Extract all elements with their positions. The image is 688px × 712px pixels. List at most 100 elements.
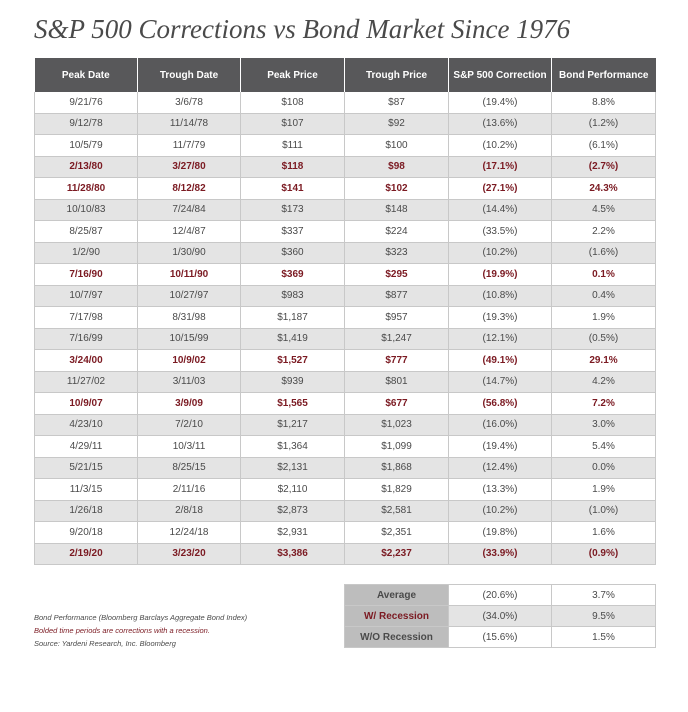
summary-table: Average (20.6%) 3.7% W/ Recession (34.0%) 9.5… <box>344 584 656 648</box>
summary-row: W/O Recession (15.6%) 1.5% <box>344 626 656 648</box>
cell-peak-price: $118 <box>240 156 345 178</box>
cell-trough-date: 10/3/11 <box>137 435 241 458</box>
cell-trough-date: 8/12/82 <box>137 177 241 200</box>
column-header-peak-date: Peak Date <box>34 58 138 92</box>
cell-sp500-correction: (19.9%) <box>448 263 552 286</box>
cell-bond-performance: 2.2% <box>551 220 656 243</box>
cell-peak-date: 9/12/78 <box>34 113 138 135</box>
cell-peak-date: 7/16/99 <box>34 328 138 350</box>
table-row: 3/24/00 10/9/02 $1,527 $777 (49.1%) 29.1% <box>34 349 656 372</box>
cell-peak-date: 1/2/90 <box>34 242 138 264</box>
cell-peak-price: $1,217 <box>240 414 345 436</box>
cell-trough-price: $1,868 <box>344 457 449 479</box>
cell-trough-price: $98 <box>344 156 449 178</box>
cell-peak-date: 9/20/18 <box>34 521 138 544</box>
cell-sp500-correction: (27.1%) <box>448 177 552 200</box>
table-row: 10/5/79 11/7/79 $111 $100 (10.2%) (6.1%) <box>34 134 656 157</box>
cell-trough-date: 12/24/18 <box>137 521 241 544</box>
cell-peak-price: $2,931 <box>240 521 345 544</box>
cell-trough-date: 10/11/90 <box>137 263 241 286</box>
cell-bond-performance: (1.6%) <box>551 242 656 264</box>
summary-label: Average <box>344 584 449 606</box>
cell-peak-date: 10/9/07 <box>34 392 138 415</box>
cell-sp500-correction: (17.1%) <box>448 156 552 178</box>
cell-bond-performance: 29.1% <box>551 349 656 372</box>
cell-bond-performance: 24.3% <box>551 177 656 200</box>
cell-trough-price: $2,351 <box>344 521 449 544</box>
cell-trough-price: $2,237 <box>344 543 449 565</box>
cell-bond-performance: (1.2%) <box>551 113 656 135</box>
table-row: 11/27/02 3/11/03 $939 $801 (14.7%) 4.2% <box>34 371 656 393</box>
summary-bond: 3.7% <box>551 584 656 606</box>
table-row: 10/10/83 7/24/84 $173 $148 (14.4%) 4.5% <box>34 199 656 221</box>
cell-trough-price: $1,023 <box>344 414 449 436</box>
cell-peak-date: 7/17/98 <box>34 306 138 329</box>
summary-label: W/O Recession <box>344 626 449 648</box>
cell-trough-date: 3/6/78 <box>137 92 241 114</box>
cell-trough-date: 3/9/09 <box>137 392 241 415</box>
footnote: Bond Performance (Bloomberg Barclays Agg… <box>34 613 248 622</box>
column-header-peak-price: Peak Price <box>240 58 345 92</box>
cell-trough-date: 2/11/16 <box>137 478 241 501</box>
cell-trough-date: 10/15/99 <box>137 328 241 350</box>
cell-trough-price: $677 <box>344 392 449 415</box>
table-row: 1/26/18 2/8/18 $2,873 $2,581 (10.2%) (1.0%) <box>34 500 656 522</box>
cell-sp500-correction: (13.3%) <box>448 478 552 501</box>
table-row: 7/16/90 10/11/90 $369 $295 (19.9%) 0.1% <box>34 263 656 286</box>
cell-trough-price: $877 <box>344 285 449 307</box>
footnotes: Bond Performance (Bloomberg Barclays Agg… <box>34 611 247 650</box>
cell-peak-price: $2,873 <box>240 500 345 522</box>
cell-trough-date: 10/27/97 <box>137 285 241 307</box>
cell-peak-price: $983 <box>240 285 345 307</box>
cell-bond-performance: (1.0%) <box>551 500 656 522</box>
cell-bond-performance: 4.2% <box>551 371 656 393</box>
page-title: S&P 500 Corrections vs Bond Market Since… <box>34 14 571 44</box>
cell-trough-price: $777 <box>344 349 449 372</box>
cell-bond-performance: (0.5%) <box>551 328 656 350</box>
cell-peak-date: 8/25/87 <box>34 220 138 243</box>
table-row: 8/25/87 12/4/87 $337 $224 (33.5%) 2.2% <box>34 220 656 243</box>
cell-trough-price: $1,247 <box>344 328 449 350</box>
cell-bond-performance: (6.1%) <box>551 134 656 157</box>
table-row: 4/29/11 10/3/11 $1,364 $1,099 (19.4%) 5.4% <box>34 435 656 458</box>
cell-peak-price: $337 <box>240 220 345 243</box>
cell-bond-performance: 0.0% <box>551 457 656 479</box>
table-row: 4/23/10 7/2/10 $1,217 $1,023 (16.0%) 3.0% <box>34 414 656 436</box>
summary-row: Average (20.6%) 3.7% <box>344 584 656 606</box>
cell-peak-price: $939 <box>240 371 345 393</box>
summary-row: W/ Recession (34.0%) 9.5% <box>344 605 656 627</box>
summary-correction: (15.6%) <box>448 626 552 648</box>
column-header-trough-price: Trough Price <box>344 58 449 92</box>
table-row: 9/12/78 11/14/78 $107 $92 (13.6%) (1.2%) <box>34 113 656 135</box>
cell-peak-date: 2/19/20 <box>34 543 138 565</box>
cell-trough-date: 3/23/20 <box>137 543 241 565</box>
cell-sp500-correction: (12.4%) <box>448 457 552 479</box>
cell-bond-performance: (2.7%) <box>551 156 656 178</box>
table-row: 9/21/76 3/6/78 $108 $87 (19.4%) 8.8% <box>34 92 656 114</box>
cell-peak-price: $2,110 <box>240 478 345 501</box>
summary-label: W/ Recession <box>344 605 449 627</box>
cell-sp500-correction: (19.4%) <box>448 435 552 458</box>
summary-correction: (20.6%) <box>448 584 552 606</box>
cell-bond-performance: 0.4% <box>551 285 656 307</box>
cell-peak-date: 5/21/15 <box>34 457 138 479</box>
table-row: 5/21/15 8/25/15 $2,131 $1,868 (12.4%) 0.0% <box>34 457 656 479</box>
cell-bond-performance: 1.9% <box>551 306 656 329</box>
cell-sp500-correction: (14.7%) <box>448 371 552 393</box>
cell-bond-performance: 8.8% <box>551 92 656 114</box>
cell-trough-price: $92 <box>344 113 449 135</box>
column-header-sp500-correction: S&P 500 Correction <box>448 58 552 92</box>
cell-trough-price: $295 <box>344 263 449 286</box>
cell-sp500-correction: (16.0%) <box>448 414 552 436</box>
cell-peak-date: 10/10/83 <box>34 199 138 221</box>
cell-peak-date: 9/21/76 <box>34 92 138 114</box>
cell-sp500-correction: (56.8%) <box>448 392 552 415</box>
cell-bond-performance: 1.9% <box>551 478 656 501</box>
corrections-table: Peak Date Trough Date Peak Price Trough Pri… <box>34 58 656 565</box>
cell-trough-price: $100 <box>344 134 449 157</box>
table-header: Peak Date Trough Date Peak Price Trough Pri… <box>34 58 656 92</box>
summary-bond: 9.5% <box>551 605 656 627</box>
table-row: 2/19/20 3/23/20 $3,386 $2,237 (33.9%) (0.9%) <box>34 543 656 565</box>
footnote: Source: Yardeni Research, Inc. Bloomberg <box>34 639 176 648</box>
cell-peak-date: 10/7/97 <box>34 285 138 307</box>
